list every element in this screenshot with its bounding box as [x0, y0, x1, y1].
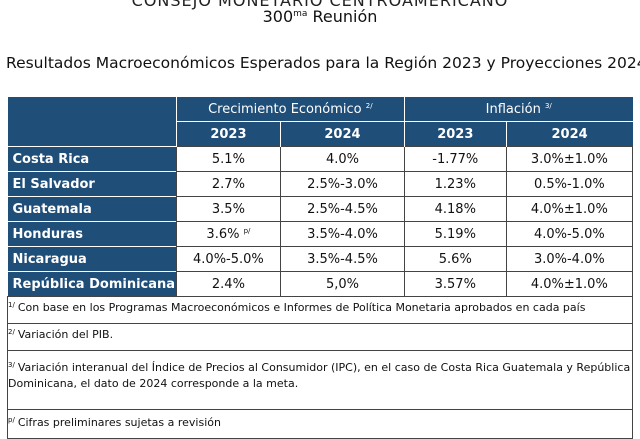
- macro-results-table: Crecimiento Económico 2/ Inflación 3/ 20…: [7, 97, 634, 439]
- header-year: 2024: [505, 121, 633, 147]
- footnote: 2/Variación del PIB.: [7, 323, 633, 351]
- country-name: Guatemala: [7, 196, 177, 222]
- gdp-2024-cell: 4.0%: [280, 146, 405, 172]
- inflation-2023-cell: 5.19%: [403, 221, 507, 247]
- inflation-2023-cell: 4.18%: [403, 196, 507, 222]
- inflation-2024-cell: 3.0%±1.0%: [505, 146, 634, 172]
- gdp-2023-value: 5.1%: [211, 151, 245, 167]
- header-growth: Crecimiento Económico 2/: [175, 97, 405, 122]
- footnote-text: Cifras preliminares sujetas a revisión: [17, 416, 221, 429]
- gdp-2023-cell: 5.1%: [175, 146, 282, 172]
- inflation-2024-cell: 4.0%±1.0%: [505, 271, 634, 297]
- table-row: El Salvador 2.7% 2.5%-3.0% 1.23% 0.5%-1.…: [7, 171, 634, 197]
- gdp-2023-cell: 2.4%: [175, 271, 282, 297]
- table-row: Costa Rica 5.1% 4.0% -1.77% 3.0%±1.0%: [7, 146, 634, 172]
- meeting-number: 300: [262, 7, 294, 26]
- table-title: Resultados Macroeconómicos Esperados par…: [6, 53, 640, 72]
- inflation-2023-cell: -1.77%: [403, 146, 507, 172]
- footnote-row: 1/Con base en los Programas Macroeconómi…: [7, 296, 633, 324]
- header-year: 2023: [175, 121, 281, 147]
- footnote: p/Cifras preliminares sujetas a revisión: [7, 409, 633, 439]
- footnote-mark: 1/: [8, 301, 15, 309]
- country-name: Honduras: [7, 221, 177, 247]
- inflation-2024-cell: 3.0%-4.0%: [505, 246, 634, 272]
- inflation-2024-cell: 4.0%±1.0%: [505, 196, 634, 222]
- header-inflation-label: Inflación: [485, 101, 541, 117]
- footnote-text: Variación del PIB.: [17, 328, 114, 341]
- gdp-2023-value: 2.7%: [211, 176, 245, 192]
- country-name: El Salvador: [7, 171, 177, 197]
- gdp-2023-cell: 4.0%-5.0%: [175, 246, 282, 272]
- table-title-text: Resultados Macroeconómicos Esperados par…: [6, 54, 640, 72]
- inflation-2023-cell: 3.57%: [403, 271, 507, 297]
- meeting-heading: 300ma Reunión: [0, 7, 640, 26]
- table-row: Guatemala 3.5% 2.5%-4.5% 4.18% 4.0%±1.0%: [7, 196, 634, 222]
- footnote-row: 2/Variación del PIB.: [7, 323, 633, 351]
- gdp-2024-cell: 3.5%-4.5%: [280, 246, 405, 272]
- inflation-2023-cell: 1.23%: [403, 171, 507, 197]
- header-year: 2023: [403, 121, 507, 147]
- footnote-text: Variación interanual del Índice de Preci…: [8, 361, 631, 390]
- table-row: República Dominicana 2.4% 5,0% 3.57% 4.0…: [7, 271, 634, 297]
- country-name: República Dominicana: [7, 271, 177, 297]
- gdp-2023-cell: 2.7%: [175, 171, 282, 197]
- gdp-2024-cell: 3.5%-4.0%: [280, 221, 405, 247]
- footnote-row: 3/Variación interanual del Índice de Pre…: [7, 350, 633, 410]
- footnote: 3/Variación interanual del Índice de Pre…: [7, 350, 633, 410]
- country-name: Costa Rica: [7, 146, 177, 172]
- gdp-2023-value: 4.0%-5.0%: [193, 251, 264, 267]
- header-inflation-note: 3/: [544, 101, 552, 110]
- inflation-2024-cell: 0.5%-1.0%: [505, 171, 634, 197]
- footnote-mark: p/: [8, 416, 15, 424]
- gdp-2023-cell: 3.5%: [175, 196, 282, 222]
- gdp-2023-value: 2.4%: [211, 276, 245, 292]
- gdp-2024-cell: 2.5%-4.5%: [280, 196, 405, 222]
- meeting-word: Reunión: [312, 7, 378, 26]
- table-row: Honduras 3.6% p/ 3.5%-4.0% 5.19% 4.0%-5.…: [7, 221, 634, 247]
- preliminary-note-mark: p/: [243, 226, 251, 235]
- header-year: 2024: [280, 121, 405, 147]
- country-name: Nicaragua: [7, 246, 177, 272]
- gdp-2023-cell: 3.6% p/: [175, 221, 282, 247]
- cut-off-heading: CONSEJO MONETARIO CENTROAMERICANO: [131, 0, 509, 10]
- inflation-2024-cell: 4.0%-5.0%: [505, 221, 634, 247]
- header-growth-note: 2/: [365, 101, 373, 110]
- header-growth-label: Crecimiento Económico: [208, 101, 362, 117]
- table-row: Nicaragua 4.0%-5.0% 3.5%-4.5% 5.6% 3.0%-…: [7, 246, 634, 272]
- footnote-mark: 3/: [8, 361, 15, 369]
- footnote: 1/Con base en los Programas Macroeconómi…: [7, 296, 633, 324]
- gdp-2024-cell: 2.5%-3.0%: [280, 171, 405, 197]
- gdp-2024-cell: 5,0%: [280, 271, 405, 297]
- meeting-ordinal: ma: [293, 9, 308, 19]
- header-corner: [7, 97, 177, 147]
- gdp-2023-value: 3.6%: [206, 226, 240, 242]
- gdp-2023-value: 3.5%: [211, 201, 245, 217]
- header-inflation: Inflación 3/: [403, 97, 633, 122]
- footnote-text: Con base en los Programas Macroeconómico…: [17, 301, 586, 314]
- footnote-mark: 2/: [8, 328, 15, 336]
- inflation-2023-cell: 5.6%: [403, 246, 507, 272]
- footnote-row: p/Cifras preliminares sujetas a revisión: [7, 409, 633, 439]
